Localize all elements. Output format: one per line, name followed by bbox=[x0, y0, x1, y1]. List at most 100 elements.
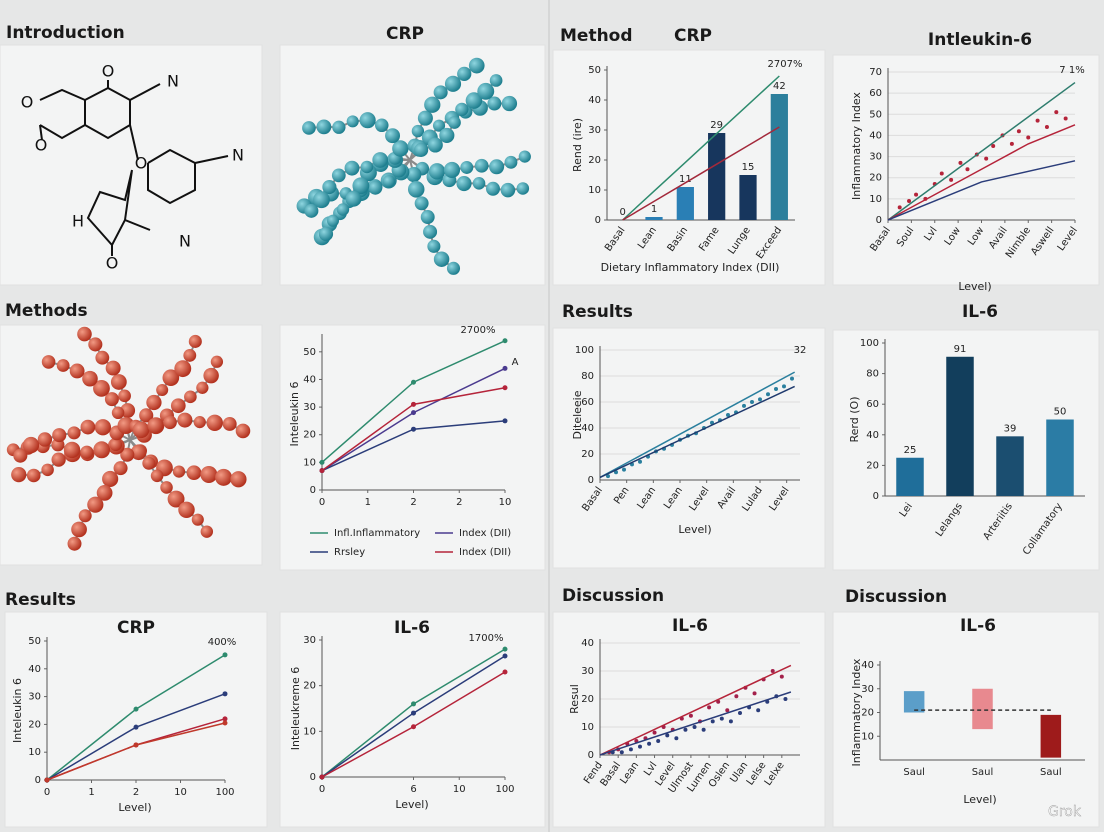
atom bbox=[22, 436, 40, 454]
line-marker bbox=[222, 716, 228, 722]
atom bbox=[360, 160, 374, 174]
value-label: 0 bbox=[619, 207, 625, 218]
scatter-point bbox=[647, 741, 652, 746]
scatter-point bbox=[779, 674, 784, 679]
x-tick-label: Saul bbox=[903, 767, 925, 778]
x-tick-label: 2 bbox=[456, 497, 462, 508]
line-marker bbox=[319, 459, 325, 465]
y-tick-label: 20 bbox=[588, 155, 601, 166]
atom bbox=[163, 415, 177, 430]
line bbox=[622, 126, 780, 221]
atom bbox=[455, 102, 469, 117]
atom bbox=[71, 521, 87, 538]
atom bbox=[318, 226, 334, 242]
bar bbox=[946, 356, 974, 496]
atom bbox=[474, 158, 489, 173]
atom bbox=[156, 383, 169, 396]
chart-title: CRP bbox=[117, 618, 155, 638]
scatter-point bbox=[958, 160, 963, 165]
atom bbox=[147, 417, 164, 434]
atom bbox=[109, 438, 123, 452]
y-tick-label: 30 bbox=[581, 666, 594, 677]
atom bbox=[206, 414, 223, 431]
x-axis-label: Dietary Inflammatory Index (DII) bbox=[601, 261, 780, 274]
annotation: A bbox=[512, 357, 519, 368]
scatter-point bbox=[622, 467, 626, 472]
line-marker bbox=[502, 338, 508, 344]
atom bbox=[235, 423, 251, 439]
y-tick-label: 50 bbox=[869, 109, 882, 120]
scatter-point bbox=[738, 711, 742, 715]
line bbox=[887, 81, 1076, 221]
line-marker bbox=[411, 701, 416, 707]
scatter-point bbox=[701, 727, 706, 732]
line-marker bbox=[222, 652, 228, 658]
y-tick-label: 30 bbox=[869, 152, 882, 163]
atom bbox=[428, 163, 446, 180]
y-tick-label: 100 bbox=[575, 345, 594, 356]
scatter-point bbox=[939, 171, 944, 176]
line-marker bbox=[502, 418, 508, 424]
atom bbox=[191, 513, 204, 526]
atom bbox=[368, 180, 383, 195]
atom bbox=[432, 119, 446, 132]
scatter-point bbox=[674, 736, 679, 741]
x-tick-label: 2 bbox=[133, 787, 139, 798]
line-marker bbox=[411, 426, 416, 432]
atom bbox=[88, 337, 103, 352]
atom bbox=[316, 119, 332, 135]
x-tick-label: 1 bbox=[365, 497, 371, 508]
scatter-point bbox=[688, 713, 693, 718]
line bbox=[622, 75, 780, 221]
legend-label: Infl.Inflammatory bbox=[334, 528, 420, 539]
x-tick-label: 100 bbox=[495, 784, 514, 795]
scatter-point bbox=[742, 403, 746, 408]
atom bbox=[160, 481, 173, 494]
scatter-point bbox=[638, 459, 642, 464]
atom-label: H bbox=[72, 212, 84, 231]
atom bbox=[427, 239, 441, 253]
scatter-point bbox=[949, 177, 954, 182]
atom bbox=[167, 490, 185, 508]
atom bbox=[345, 190, 362, 207]
atom bbox=[77, 326, 92, 342]
atom bbox=[93, 441, 111, 459]
value-label: 1 bbox=[651, 204, 657, 215]
x-tick-label: 10 bbox=[174, 787, 187, 798]
floating-bar bbox=[903, 691, 925, 713]
x-tick-label: 0 bbox=[319, 784, 325, 795]
y-tick-label: 10 bbox=[588, 185, 601, 196]
line-marker bbox=[502, 385, 508, 391]
y-axis-label: Inteleukreme 6 bbox=[289, 667, 302, 751]
x-tick-label: 0 bbox=[44, 787, 50, 798]
panel bbox=[279, 611, 546, 828]
section-heading: Discussion bbox=[845, 587, 947, 607]
bar bbox=[1046, 419, 1074, 496]
watermark: Grok bbox=[1048, 804, 1082, 820]
line-marker bbox=[133, 742, 139, 748]
y-tick-label: 60 bbox=[581, 397, 594, 408]
y-tick-label: 30 bbox=[303, 402, 316, 413]
bond bbox=[124, 219, 151, 231]
section-heading: Introduction bbox=[6, 23, 125, 43]
line bbox=[887, 124, 1076, 221]
y-axis-label: Inflammatory Index bbox=[850, 658, 863, 766]
scatter-point bbox=[790, 376, 794, 381]
atom bbox=[382, 175, 396, 188]
chart-title: IL-6 bbox=[672, 616, 708, 636]
scatter-point bbox=[683, 727, 688, 732]
annotation: 2707% bbox=[768, 59, 803, 70]
scatter-point bbox=[726, 413, 730, 417]
scatter-point bbox=[991, 144, 996, 148]
scatter-point bbox=[734, 694, 739, 699]
line bbox=[599, 691, 792, 756]
scatter-point bbox=[719, 716, 724, 721]
y-tick-label: 60 bbox=[866, 399, 879, 410]
y-axis-label: Inteleukin 6 bbox=[11, 678, 24, 743]
y-tick-label: 40 bbox=[861, 660, 874, 671]
atom bbox=[80, 419, 96, 435]
atom-label: N bbox=[232, 146, 244, 165]
annotation: 32 bbox=[794, 345, 807, 356]
line-marker bbox=[502, 669, 508, 675]
